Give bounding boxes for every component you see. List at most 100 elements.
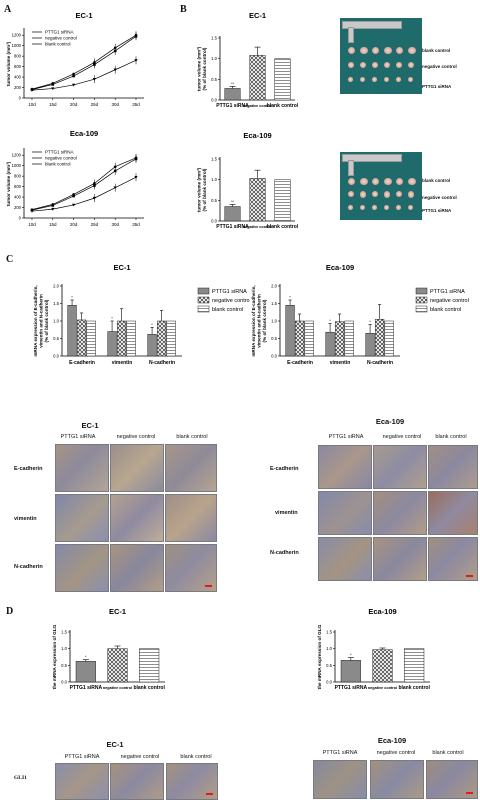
- bar: [107, 648, 128, 683]
- tumor-specimen: [360, 191, 367, 198]
- ihc-c-eca109-title: Eca-109: [375, 417, 405, 426]
- tumor-specimen: [396, 177, 403, 185]
- ihc-d-ec1-col-pttg1: PTTG1 siRNA: [64, 754, 100, 760]
- photo-eca109-label-pttg1: PTTG1 siRNA: [422, 208, 452, 213]
- significance-mark: **: [231, 199, 235, 204]
- ihc-d-eca109-col-blank: blank control: [432, 750, 464, 756]
- y-tick-label: 1.0: [211, 177, 217, 182]
- y-tick-label: 600: [14, 64, 22, 69]
- tumor-photo-ec1: [340, 18, 422, 94]
- chart-title: Eca-109: [368, 607, 396, 616]
- ihc-tile: [428, 445, 478, 489]
- data-point: [72, 72, 75, 76]
- y-tick-label: 0.5: [211, 77, 217, 82]
- x-tick-label: 10d: [28, 222, 36, 227]
- chart-c-ec1: EC-1 0.0 0.5 1.0 1.5 2.0 mRNA expression of E-…: [33, 263, 250, 366]
- legend-label: negative control: [45, 36, 77, 41]
- tumor-photo-eca109: [340, 152, 422, 220]
- ihc-tile: [55, 494, 109, 542]
- legend-label: blank control: [45, 162, 71, 167]
- y-tick-label: 1.0: [61, 646, 67, 651]
- tumor-specimen: [360, 46, 368, 55]
- bar: [75, 661, 96, 683]
- data-point: [72, 74, 75, 78]
- ihc-d-eca109-title: Eca-109: [377, 736, 407, 745]
- chart-title: Eca-109: [70, 129, 98, 138]
- chart-title: EC-1: [75, 11, 92, 20]
- x-tick-label: 30d: [111, 222, 119, 227]
- y-tick-label: 0.5: [326, 663, 332, 668]
- bar: [365, 333, 375, 357]
- x-tick-label: 20d: [70, 102, 78, 107]
- ihc-tile: [426, 760, 478, 799]
- bar: [156, 320, 167, 357]
- tumor-specimen: [348, 177, 355, 185]
- tumor-specimen: [372, 77, 377, 82]
- y-tick-label: 200: [14, 85, 22, 90]
- tumor-specimen: [396, 77, 401, 82]
- bar: [334, 321, 345, 357]
- y-tick-label: 1.5: [61, 630, 67, 635]
- ihc-c-eca109-row-vimentin: vimentin: [275, 510, 298, 516]
- bar: [126, 320, 136, 357]
- tumor-specimen: [408, 77, 414, 83]
- x-tick-label: blank control: [133, 685, 165, 691]
- x-tick-label: 35d: [132, 102, 140, 107]
- x-tick-label: 35d: [132, 222, 140, 227]
- tumor-specimen: [384, 46, 392, 55]
- caliper-jaw-icon: [348, 160, 354, 176]
- y-tick-label: 1.5: [211, 157, 217, 162]
- caliper-icon: [342, 154, 402, 162]
- ihc-tile: [428, 491, 478, 535]
- ihc-d-eca109-col-negative: negative control: [376, 750, 416, 756]
- y-tick-label: 0: [19, 96, 22, 101]
- y-tick-label: 1000: [12, 163, 22, 168]
- y-tick-label: 800: [14, 54, 22, 59]
- x-tick-label: 25d: [91, 102, 99, 107]
- tumor-specimen: [360, 77, 366, 83]
- tumor-specimen: [360, 205, 366, 211]
- legend-swatch: [415, 287, 428, 295]
- scale-bar: [205, 585, 212, 587]
- ihc-c-ec1-col-negative: negative control: [116, 434, 156, 440]
- tumor-specimen: [348, 46, 355, 54]
- y-tick-label: 1000: [12, 43, 22, 48]
- tumor-specimen: [396, 46, 403, 54]
- series-line: [31, 157, 137, 210]
- tumor-specimen: [360, 62, 367, 69]
- ihc-c-eca109-col-pttg1: PTTG1 siRNA: [328, 434, 364, 440]
- legend-label: PTTG1 siRNA: [212, 289, 247, 295]
- ihc-tile: [55, 444, 109, 492]
- significance-mark: *: [71, 295, 73, 300]
- tumor-specimen: [384, 62, 391, 69]
- y-tick-label: 1.5: [271, 301, 277, 306]
- ihc-c-eca109-col-negative: negative control: [382, 434, 422, 440]
- bar: [325, 331, 335, 357]
- chart-title: Eca-109: [243, 131, 271, 140]
- data-point: [51, 207, 55, 211]
- series-line: [31, 34, 137, 90]
- y-tick-label: 0.0: [271, 354, 277, 359]
- legend-label: PTTG1 siRNA: [45, 30, 74, 35]
- legend-label: negative control: [212, 298, 250, 304]
- x-tick-label: 25d: [91, 222, 99, 227]
- bar: [340, 660, 361, 683]
- data-point: [30, 208, 34, 211]
- y-tick-label: 2.0: [271, 284, 277, 289]
- tumor-specimen: [408, 62, 415, 69]
- y-tick-label: 0: [19, 216, 22, 221]
- bar: [249, 55, 266, 101]
- x-tick-label: 20d: [70, 222, 78, 227]
- ihc-c-eca109-col-blank: blank control: [435, 434, 467, 440]
- y-tick-label: 200: [14, 205, 22, 210]
- x-tick-label: N-cadherin: [367, 360, 393, 366]
- photo-eca109-label-negative: negative control: [422, 195, 457, 200]
- significance-mark: **: [231, 81, 235, 86]
- tumor-specimen: [372, 177, 379, 185]
- scale-bar: [466, 792, 473, 794]
- y-tick-label: 1.0: [271, 319, 277, 324]
- ihc-tile: [428, 537, 478, 581]
- x-tick-label: E-cadherin: [287, 360, 313, 366]
- caliper-icon: [342, 21, 402, 29]
